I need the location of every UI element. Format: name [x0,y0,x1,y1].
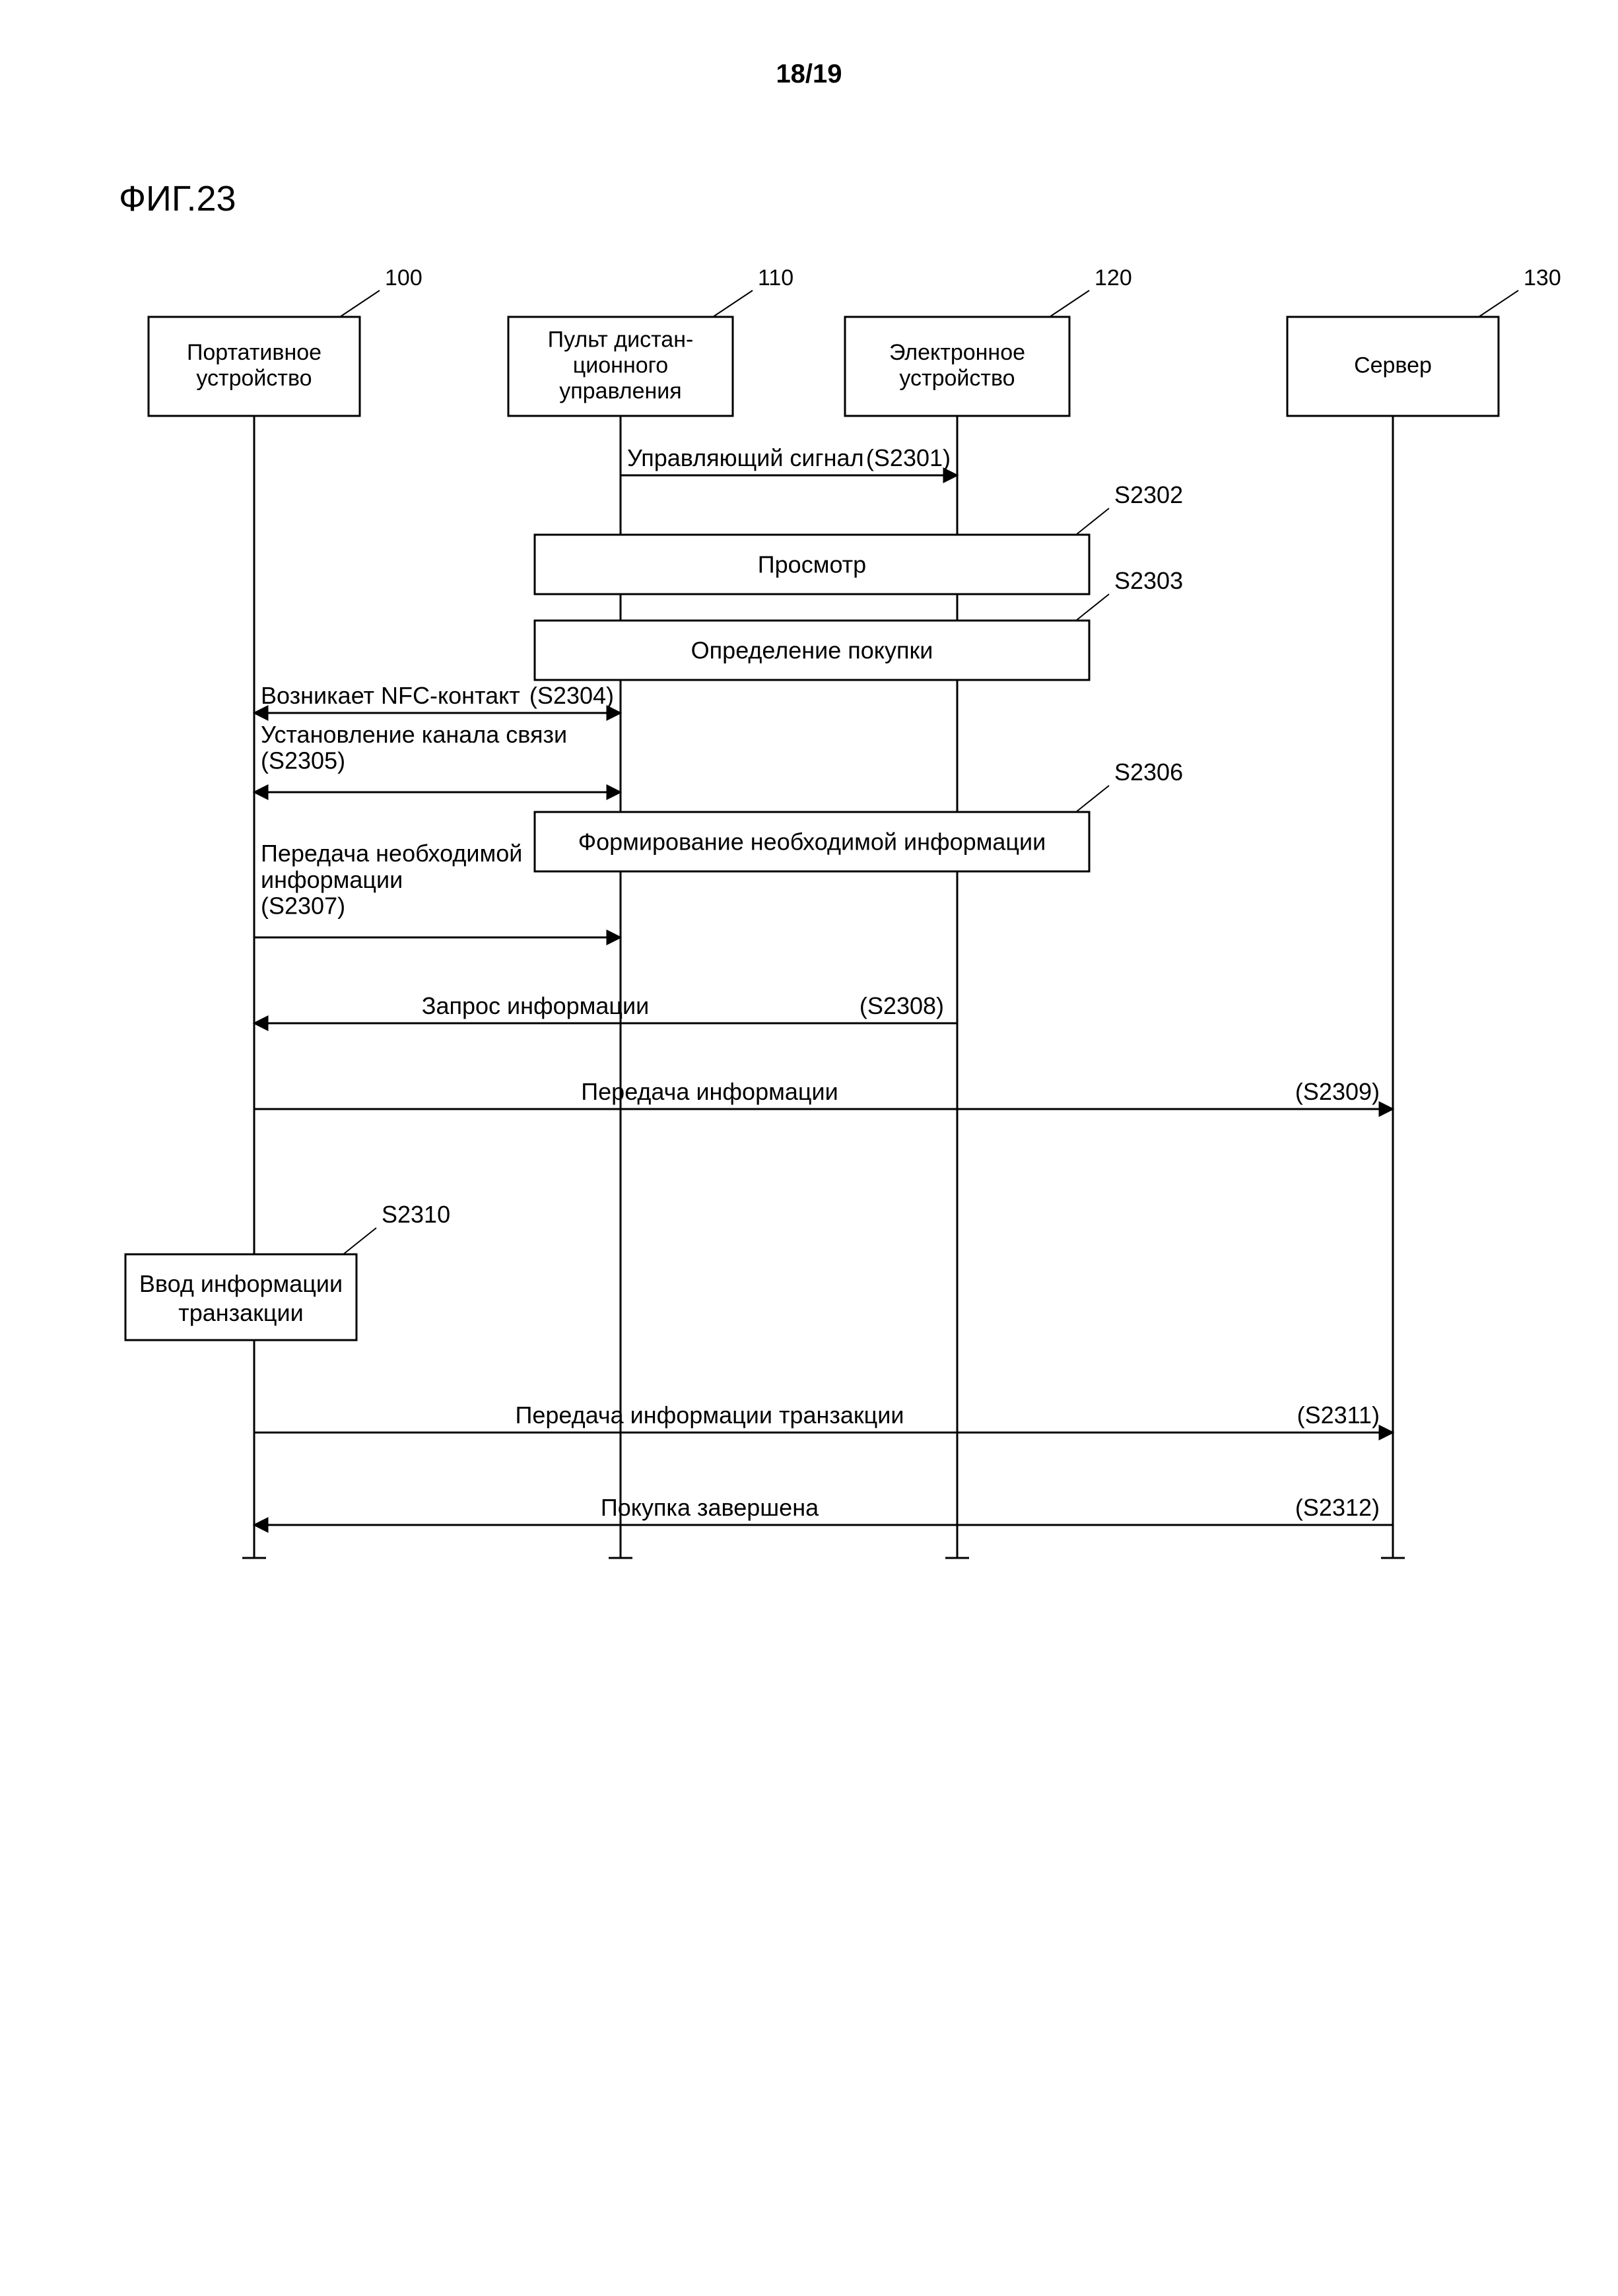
svg-text:130: 130 [1524,265,1561,290]
svg-text:Передача информации: Передача информации [581,1078,838,1105]
svg-text:(S2307): (S2307) [261,892,345,919]
svg-text:S2303: S2303 [1114,567,1183,594]
svg-text:120: 120 [1095,265,1132,290]
svg-text:(S2304): (S2304) [529,682,614,709]
svg-text:(S2309): (S2309) [1295,1078,1380,1105]
svg-text:Формирование необходимой инфор: Формирование необходимой информации [578,828,1046,856]
svg-text:(S2308): (S2308) [860,992,944,1019]
svg-text:Передача необходимой: Передача необходимой [261,840,522,867]
svg-text:Сервер: Сервер [1354,353,1432,378]
sequence-diagram: Портативноеустройство100Пульт дистан-цио… [73,264,1591,1584]
svg-text:информации: информации [261,866,403,893]
svg-text:устройство: устройство [899,366,1015,391]
svg-text:Покупка завершена: Покупка завершена [601,1494,819,1521]
svg-text:Установление канала связи: Установление канала связи [261,721,567,748]
svg-text:ционного: ционного [573,353,668,378]
figure-label: ФИГ.23 [119,178,236,219]
svg-text:Запрос информации: Запрос информации [422,992,650,1019]
svg-text:100: 100 [385,265,422,290]
svg-text:(S2312): (S2312) [1295,1494,1380,1521]
svg-text:Пульт дистан-: Пульт дистан- [548,327,694,352]
svg-text:Электронное: Электронное [889,340,1025,365]
svg-text:S2310: S2310 [382,1201,450,1228]
svg-text:Портативное: Портативное [187,340,321,365]
svg-text:Определение покупки: Определение покупки [691,637,933,664]
svg-text:(S2305): (S2305) [261,747,345,774]
svg-text:S2302: S2302 [1114,481,1183,508]
svg-text:Просмотр: Просмотр [758,551,866,578]
svg-text:устройство: устройство [196,366,312,391]
svg-text:S2306: S2306 [1114,759,1183,786]
svg-text:Ввод информации: Ввод информации [139,1270,343,1297]
svg-text:(S2311): (S2311) [1297,1401,1380,1429]
svg-text:Управляющий сигнал: Управляющий сигнал [627,444,864,471]
svg-text:Передача информации транзакции: Передача информации транзакции [516,1401,904,1429]
page-number: 18/19 [0,59,1618,89]
svg-text:управления: управления [559,378,681,403]
svg-text:110: 110 [758,265,793,290]
svg-text:транзакции: транзакции [178,1299,304,1326]
svg-text:Возникает NFC-контакт: Возникает NFC-контакт [261,682,520,709]
svg-text:(S2301): (S2301) [866,444,951,471]
